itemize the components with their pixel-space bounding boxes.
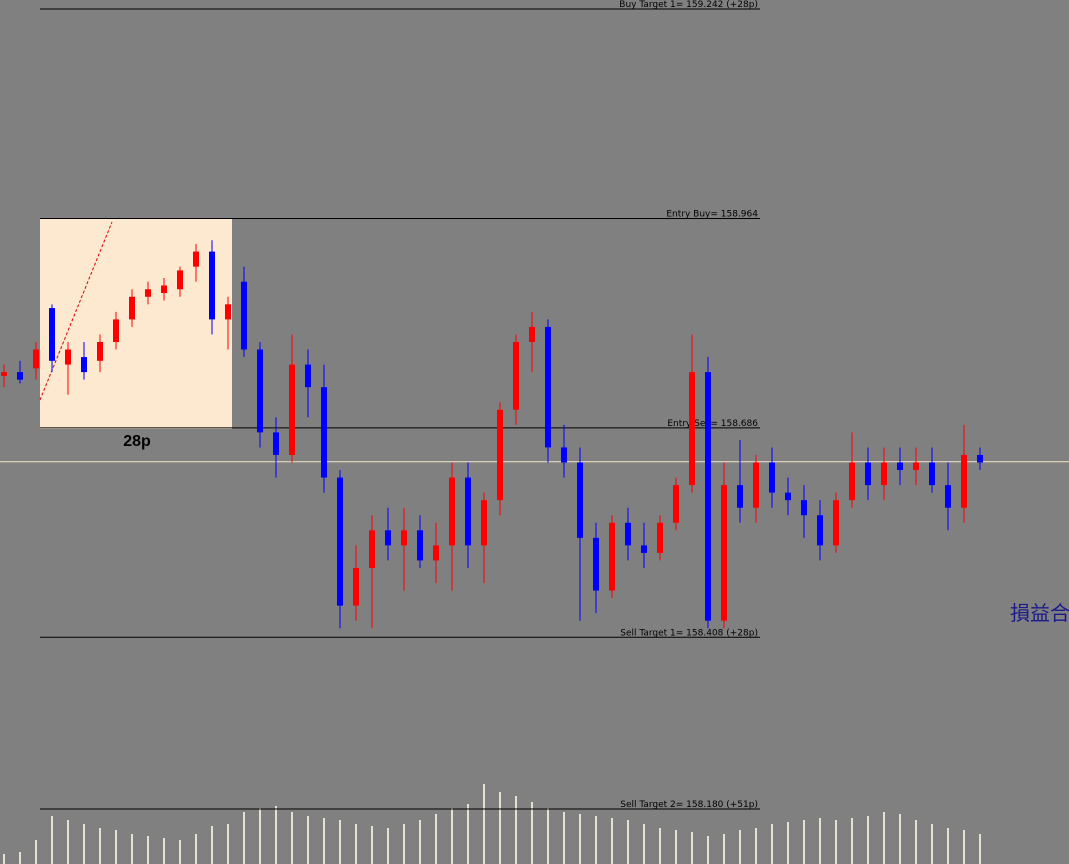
level-label: Buy Target 1= 159.242 (+28p) <box>619 0 758 10</box>
candle-body <box>273 432 279 455</box>
candle-body <box>657 522 663 553</box>
candle-body <box>929 462 935 486</box>
candle-body <box>289 364 295 455</box>
candle-body <box>833 500 839 546</box>
candle-body <box>785 492 791 501</box>
candle-body <box>881 462 887 486</box>
candle-body <box>577 462 583 538</box>
range-box <box>40 219 232 429</box>
candle-body <box>817 515 823 546</box>
candle-body <box>257 349 263 433</box>
level-label: Sell Target 2= 158.180 (+51p) <box>620 800 758 810</box>
level-label: Sell Target 1= 158.408 (+28p) <box>620 628 758 638</box>
level-label: Entry Buy= 158.964 <box>666 209 758 219</box>
candle-body <box>193 251 199 267</box>
candle-body <box>721 485 727 621</box>
candle-body <box>49 308 55 361</box>
candle-body <box>161 285 167 294</box>
candle-body <box>753 462 759 508</box>
candle-body <box>17 372 23 380</box>
candle-body <box>145 289 151 297</box>
candle-body <box>673 485 679 523</box>
candle-body <box>625 522 631 546</box>
candle-body <box>769 462 775 493</box>
candle-body <box>977 454 983 463</box>
candle-body <box>561 447 567 463</box>
candle-body <box>945 485 951 508</box>
candle-body <box>849 462 855 501</box>
level-label: Entry Sell= 158.686 <box>667 419 758 429</box>
candle-body <box>129 296 135 320</box>
candle-body <box>81 357 87 373</box>
candle-body <box>1 372 7 376</box>
candle-body <box>865 462 871 486</box>
candle-body <box>385 530 391 546</box>
candle-body <box>353 567 359 606</box>
candle-body <box>737 485 743 508</box>
candle-body <box>97 341 103 361</box>
candle-body <box>961 454 967 508</box>
candle-body <box>545 326 551 448</box>
candle-body <box>801 500 807 516</box>
candle-body <box>177 270 183 290</box>
candle-body <box>529 326 535 342</box>
candle-body <box>33 349 39 369</box>
candle-body <box>705 372 711 621</box>
side-text: 損益合 <box>1010 601 1069 625</box>
candle-body <box>481 500 487 546</box>
candle-body <box>513 341 519 410</box>
candle-body <box>321 387 327 478</box>
candle-body <box>113 319 119 342</box>
candle-body <box>401 530 407 546</box>
candle-body <box>497 409 503 501</box>
candle-body <box>65 349 71 365</box>
candle-body <box>417 530 423 561</box>
candle-body <box>369 530 375 568</box>
candle-body <box>449 477 455 546</box>
candle-body <box>433 545 439 561</box>
candle-body <box>225 304 231 320</box>
candle-body <box>897 462 903 471</box>
candle-body <box>609 522 615 591</box>
candle-body <box>305 364 311 388</box>
range-label: 28p <box>123 433 151 450</box>
candle-body <box>689 372 695 486</box>
candle-body <box>209 251 215 320</box>
candle-body <box>241 281 247 350</box>
candle-body <box>593 537 599 591</box>
candle-body <box>465 477 471 546</box>
candle-body <box>913 462 919 471</box>
candle-body <box>337 477 343 606</box>
candle-body <box>641 545 647 553</box>
